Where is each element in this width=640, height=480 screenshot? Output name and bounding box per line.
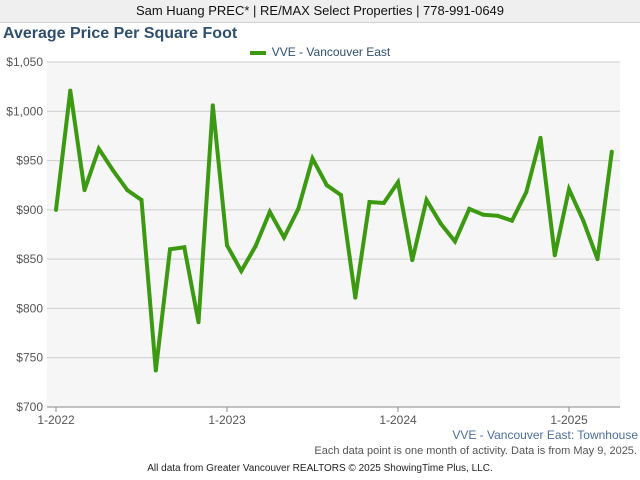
data-point — [139, 198, 144, 202]
data-note: Each data point is one month of activity… — [314, 445, 637, 457]
y-tick-label: $850 — [16, 252, 43, 266]
data-point — [453, 239, 457, 244]
data-point — [253, 244, 258, 249]
copyright-footer: All data from Greater Vancouver REALTORS… — [147, 463, 493, 474]
chart-title: Average Price Per Square Foot — [3, 25, 238, 42]
data-point — [96, 146, 101, 151]
data-point — [111, 168, 115, 173]
data-point — [168, 247, 172, 252]
y-tick-label: $700 — [16, 400, 43, 414]
data-point — [481, 212, 486, 217]
legend: VVE - Vancouver East — [0, 45, 640, 59]
data-point — [82, 188, 87, 193]
agent-header: Sam Huang PREC* | RE/MAX Select Properti… — [0, 0, 640, 23]
data-point — [267, 209, 272, 214]
data-point — [396, 180, 400, 185]
series-line — [54, 90, 614, 371]
chart-subtitle: VVE - Vancouver East: Townhouse — [452, 428, 638, 442]
data-point — [410, 258, 415, 263]
data-point — [567, 187, 571, 192]
data-point — [239, 268, 244, 273]
data-point — [125, 188, 130, 193]
data-point — [438, 221, 443, 226]
legend-swatch — [249, 50, 266, 55]
y-tick-label: $900 — [16, 203, 43, 217]
x-tick-label: 1-2022 — [37, 413, 75, 427]
data-point — [424, 198, 429, 202]
data-point — [182, 245, 187, 250]
data-point — [324, 183, 329, 188]
data-point — [367, 199, 372, 204]
data-point — [282, 235, 286, 240]
data-point — [381, 200, 386, 205]
data-point — [510, 218, 514, 223]
legend-label: VVE - Vancouver East — [271, 45, 391, 59]
data-point — [467, 206, 472, 211]
data-point — [339, 193, 343, 198]
x-tick-label: 1-2025 — [550, 413, 588, 427]
data-point — [310, 156, 315, 161]
y-tick-label: $750 — [16, 351, 43, 365]
y-tick-label: $800 — [16, 301, 43, 315]
data-point — [595, 257, 600, 262]
data-point — [495, 213, 500, 218]
x-tick-label: 1-2023 — [208, 413, 246, 427]
y-tick-label: $1,000 — [6, 104, 43, 118]
data-point — [54, 207, 58, 212]
data-point — [581, 218, 586, 223]
data-point — [196, 320, 201, 325]
data-point — [68, 88, 73, 93]
data-point — [296, 206, 301, 211]
x-tick-label: 1-2024 — [379, 413, 417, 427]
data-point — [609, 149, 614, 154]
y-tick-label: $1,050 — [6, 55, 43, 69]
data-point — [153, 368, 158, 373]
data-point — [524, 190, 529, 195]
data-point — [538, 135, 543, 140]
data-point — [353, 295, 358, 300]
y-tick-label: $950 — [16, 154, 43, 168]
data-point — [210, 103, 215, 108]
data-point — [552, 253, 557, 258]
data-point — [225, 243, 229, 248]
